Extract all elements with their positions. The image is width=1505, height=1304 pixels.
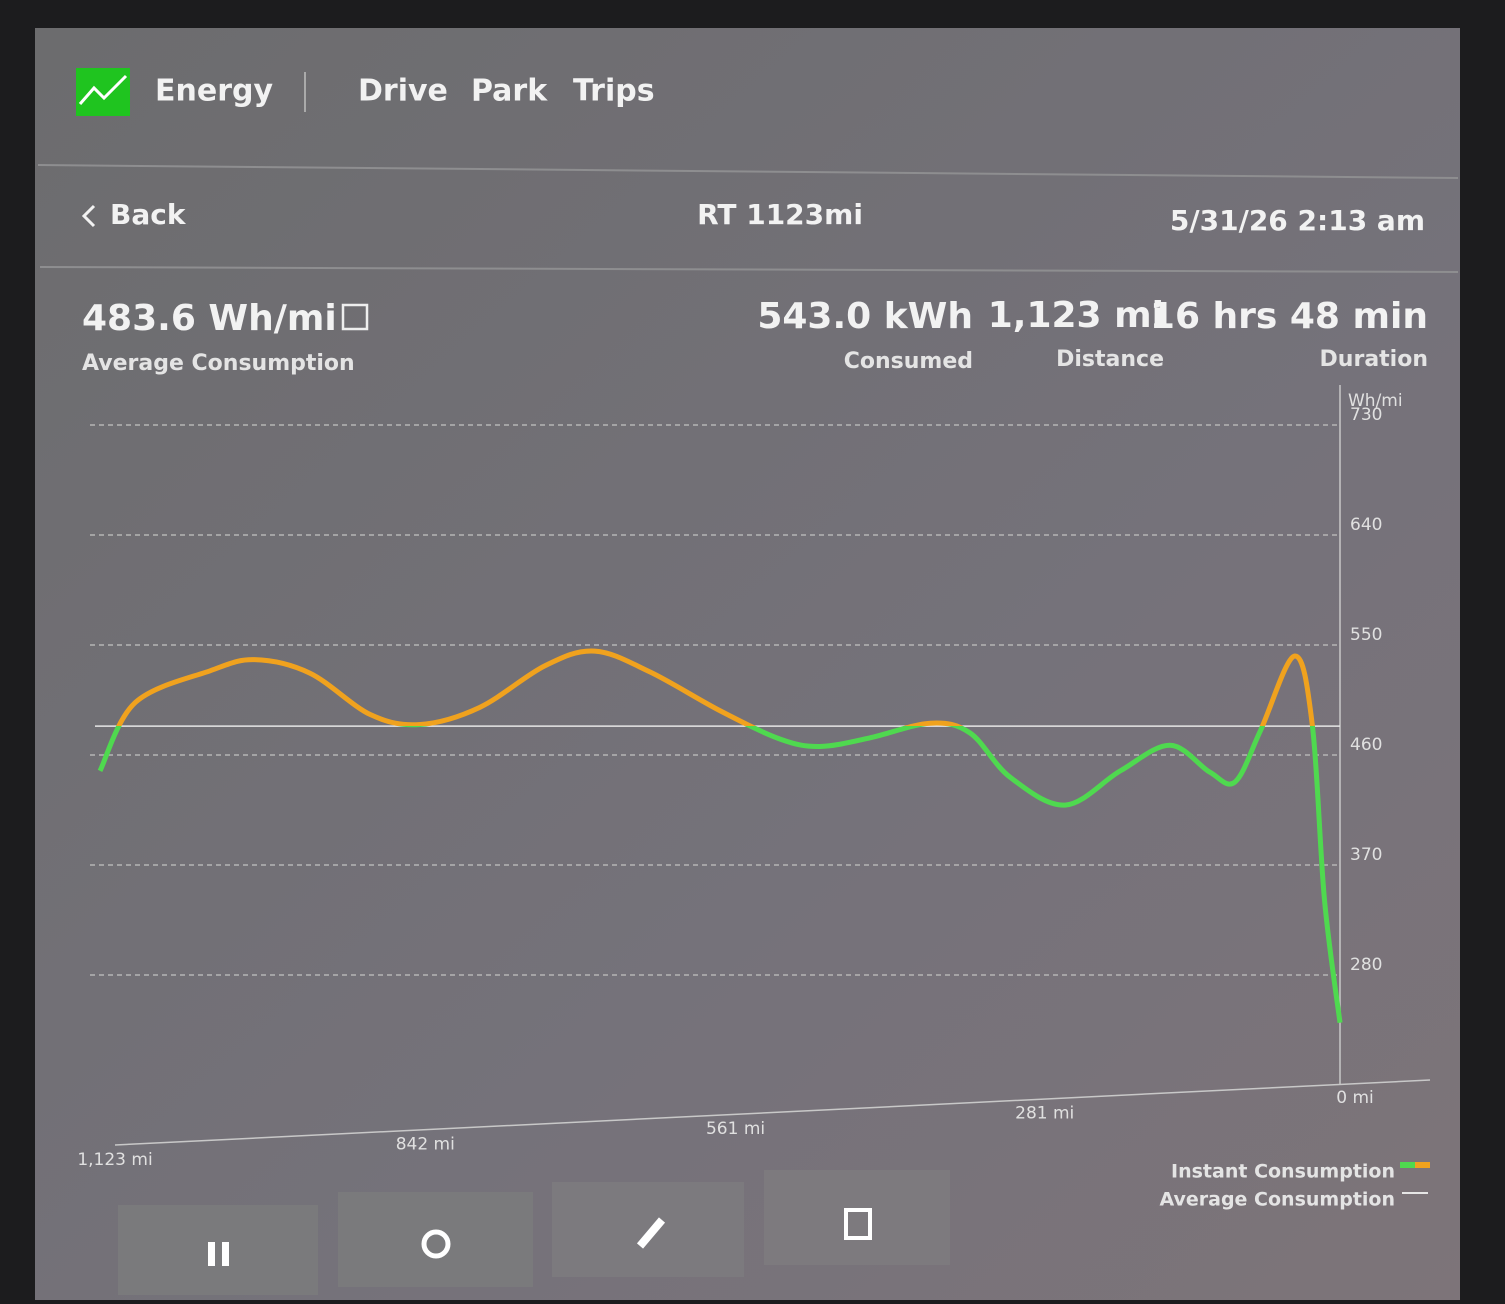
legend-swatch <box>1400 1162 1415 1168</box>
separator <box>37 164 1459 179</box>
x-tick-label: 842 mi <box>396 1134 455 1154</box>
nav-title: Energy <box>155 74 273 109</box>
trip-name: RT 1123mi <box>697 198 863 231</box>
pause-button[interactable] <box>118 1205 318 1295</box>
edit-button[interactable] <box>552 1182 744 1277</box>
pause-icon <box>208 1242 215 1266</box>
info-icon[interactable] <box>341 303 369 331</box>
x-tick-label: 281 mi <box>1015 1104 1074 1124</box>
y-tick-label: 460 <box>1350 735 1382 755</box>
back-button[interactable]: Back <box>110 198 187 231</box>
stat-label: Consumed <box>844 349 973 374</box>
y-tick-label: 730 <box>1350 405 1382 425</box>
edit-icon <box>636 1217 666 1249</box>
controls <box>118 1170 950 1295</box>
y-tick-label: 280 <box>1350 955 1382 975</box>
reset-icon <box>421 1229 451 1259</box>
reset-button[interactable] <box>338 1192 533 1287</box>
stat-value: 16 hrs 48 min <box>1150 296 1428 337</box>
nav-tab[interactable]: Drive <box>358 74 448 109</box>
delete-icon <box>844 1208 872 1240</box>
delete-button[interactable] <box>764 1170 950 1265</box>
consumption-line <box>97 648 1343 1023</box>
y-axis-label: Wh/mi <box>1348 391 1403 411</box>
y-tick-label: 550 <box>1350 625 1382 645</box>
stat-value: 483.6 Wh/mi <box>82 298 337 339</box>
y-tick-label: 640 <box>1350 515 1382 535</box>
x-axis <box>114 1079 1431 1146</box>
stat-value: 543.0 kWh <box>757 296 973 337</box>
chart: 280 370 460 550 640 730 1,123 mi 842 mi 561 mi 28… <box>77 385 1431 1211</box>
legend-label: Average Consumption <box>1159 1189 1395 1211</box>
stat-value: 1,123 mi <box>988 295 1164 336</box>
stat-label: Average Consumption <box>82 351 355 376</box>
nav-tab[interactable]: Park <box>471 74 548 109</box>
energy-icon <box>76 68 130 116</box>
separator <box>39 266 1459 273</box>
y-tick-label: 370 <box>1350 845 1382 865</box>
legend-swatch <box>1415 1162 1430 1168</box>
stat-label: Duration <box>1320 347 1428 372</box>
stat-label: Distance <box>1056 347 1164 372</box>
x-tick-label: 0 mi <box>1336 1088 1374 1108</box>
energy-icon-line <box>78 74 128 105</box>
x-tick-label: 1,123 mi <box>77 1150 152 1170</box>
legend-label: Instant Consumption <box>1171 1161 1395 1183</box>
back-icon[interactable] <box>81 204 96 228</box>
display <box>35 28 1460 1300</box>
trip-date: 5/31/26 2:13 am <box>1170 204 1425 237</box>
x-tick-label: 561 mi <box>706 1119 765 1139</box>
nav-tab[interactable]: Trips <box>573 74 655 109</box>
pause-icon <box>222 1242 229 1266</box>
